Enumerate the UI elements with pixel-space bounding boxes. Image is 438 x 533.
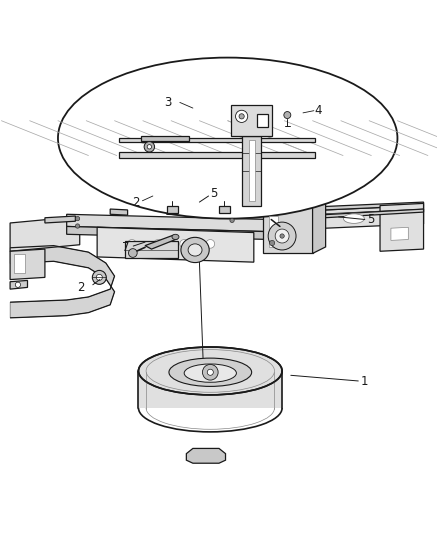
Circle shape: [128, 249, 137, 257]
Text: 5: 5: [367, 213, 374, 226]
Polygon shape: [10, 249, 45, 279]
Polygon shape: [231, 104, 272, 136]
Circle shape: [269, 240, 275, 246]
Circle shape: [207, 369, 213, 375]
Polygon shape: [10, 216, 80, 251]
Polygon shape: [262, 195, 325, 201]
Polygon shape: [271, 209, 424, 221]
Text: 2: 2: [132, 196, 139, 208]
Text: 4: 4: [315, 104, 322, 117]
Circle shape: [127, 239, 136, 248]
Text: 7: 7: [122, 241, 130, 254]
Circle shape: [180, 239, 188, 248]
Polygon shape: [125, 241, 178, 258]
Ellipse shape: [184, 364, 237, 382]
Text: 3: 3: [165, 96, 172, 109]
Circle shape: [75, 224, 80, 228]
Polygon shape: [67, 227, 271, 239]
Text: 2: 2: [78, 281, 85, 294]
Circle shape: [92, 270, 106, 284]
Polygon shape: [10, 280, 28, 289]
Circle shape: [75, 216, 80, 221]
Circle shape: [96, 274, 102, 280]
Polygon shape: [242, 136, 261, 206]
Circle shape: [275, 229, 289, 243]
Polygon shape: [262, 201, 313, 254]
Polygon shape: [167, 209, 184, 215]
Circle shape: [206, 239, 215, 248]
Text: 1: 1: [360, 375, 368, 389]
Ellipse shape: [343, 214, 364, 223]
Circle shape: [239, 114, 244, 119]
Ellipse shape: [138, 347, 282, 395]
Circle shape: [280, 234, 284, 238]
Circle shape: [268, 222, 296, 250]
Text: 5: 5: [210, 187, 218, 200]
Polygon shape: [391, 228, 408, 240]
Polygon shape: [219, 206, 230, 213]
Polygon shape: [313, 195, 325, 254]
Polygon shape: [219, 209, 237, 215]
Polygon shape: [67, 214, 271, 232]
Polygon shape: [269, 216, 278, 247]
Polygon shape: [119, 152, 315, 158]
Polygon shape: [10, 246, 115, 318]
Polygon shape: [380, 204, 424, 251]
Polygon shape: [141, 136, 188, 141]
Polygon shape: [228, 206, 424, 232]
Circle shape: [144, 142, 155, 152]
Circle shape: [236, 110, 248, 123]
Ellipse shape: [58, 58, 397, 219]
Circle shape: [147, 144, 152, 149]
Ellipse shape: [181, 237, 209, 263]
Polygon shape: [119, 138, 315, 142]
Circle shape: [154, 239, 162, 248]
Polygon shape: [167, 206, 178, 213]
Polygon shape: [228, 202, 424, 214]
Polygon shape: [257, 114, 268, 127]
Circle shape: [15, 282, 21, 287]
Polygon shape: [186, 448, 226, 463]
Circle shape: [230, 218, 234, 223]
Polygon shape: [138, 371, 282, 408]
Polygon shape: [97, 228, 254, 262]
Ellipse shape: [169, 358, 252, 386]
Polygon shape: [14, 254, 25, 273]
Polygon shape: [110, 209, 127, 215]
Polygon shape: [249, 140, 254, 201]
Polygon shape: [45, 216, 75, 223]
Circle shape: [202, 365, 218, 380]
Ellipse shape: [172, 235, 179, 239]
Polygon shape: [145, 235, 178, 249]
Ellipse shape: [188, 244, 202, 256]
Circle shape: [284, 111, 291, 118]
